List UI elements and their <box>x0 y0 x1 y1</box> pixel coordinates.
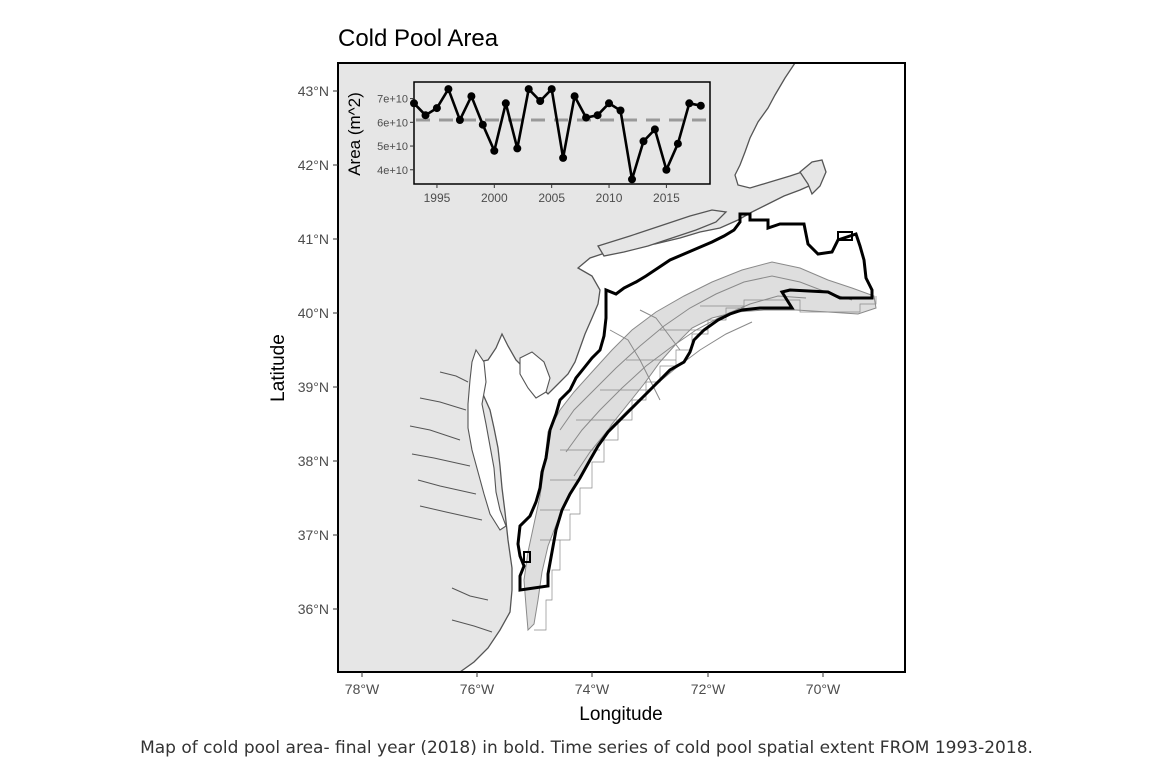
inset-x-tick-label: 2010 <box>596 191 623 205</box>
cold-pool-2018-hole-2 <box>837 231 853 241</box>
long-island <box>597 209 728 257</box>
grid-cells <box>534 296 877 631</box>
inset-x-tick-label: 1995 <box>424 191 451 205</box>
inset-data-point <box>662 165 671 174</box>
inset-x-tick-label: 2005 <box>538 191 565 205</box>
cold-pool-2018-outline <box>516 212 874 592</box>
lon-tick-label: 74°W <box>575 681 610 697</box>
inset-background <box>413 81 711 185</box>
inset-data-point <box>605 99 613 108</box>
longitude-ticks: 78°W 76°W 74°W 72°W 70°W <box>345 672 841 697</box>
map-panel: 4e+10 5e+10 6e+10 7e+10 1995 2000 2005 2010 201… <box>337 62 906 673</box>
lat-tick-label: 41°N <box>298 231 329 247</box>
inset-y-tick-label: 5e+10 <box>377 141 408 153</box>
inset-data-point <box>696 101 705 110</box>
inset-y-tick-label: 7e+10 <box>377 94 408 106</box>
map-frame <box>337 62 906 673</box>
lon-tick-label: 70°W <box>806 681 841 697</box>
historical-extents <box>523 261 877 632</box>
inset-y-label: Area (m^2) <box>345 92 364 176</box>
inset-points <box>410 85 705 184</box>
inset-data-point <box>501 99 510 108</box>
inset-data-point <box>628 175 636 184</box>
lat-tick-label: 36°N <box>298 601 329 617</box>
lat-tick-label: 40°N <box>298 305 329 321</box>
lat-tick-label: 37°N <box>298 527 329 543</box>
inset-data-point <box>547 85 556 94</box>
cold-pool-2018-hole <box>523 551 531 563</box>
inset-y-tick-label: 4e+10 <box>377 165 408 177</box>
lat-tick-label: 42°N <box>298 157 329 173</box>
inset-x-tick-label: 2015 <box>653 191 680 205</box>
chesapeake-bay <box>467 348 507 531</box>
latitude-ticks: 43°N 42°N 41°N 40°N 39°N 38°N 37°N 36°N <box>298 83 338 617</box>
rivers <box>409 371 493 633</box>
inset-data-point <box>524 85 533 94</box>
delaware-bay <box>519 351 551 399</box>
figure-caption: Map of cold pool area- final year (2018)… <box>140 738 1033 758</box>
inset-data-point <box>513 144 522 153</box>
inset-x-tick-label: 2000 <box>481 191 508 205</box>
inset-data-point <box>410 99 418 108</box>
inset-data-point <box>616 106 625 115</box>
inset-x-ticks: 1995 2000 2005 2010 2015 <box>424 184 680 205</box>
inset-data-point <box>455 116 464 124</box>
lon-tick-label: 72°W <box>691 681 726 697</box>
inset-y-tick-label: 6e+10 <box>377 117 408 129</box>
lon-tick-label: 78°W <box>345 681 380 697</box>
inset-data-point <box>593 111 602 120</box>
inset-data-point <box>536 97 545 105</box>
inset-data-point <box>685 99 694 108</box>
lat-tick-label: 39°N <box>298 379 329 395</box>
inset-data-point <box>432 104 441 113</box>
map-axes: 43°N 42°N 41°N 40°N 39°N 38°N 37°N 36°N 78°W 76°… <box>268 83 841 725</box>
cape-cod <box>799 159 827 196</box>
y-axis-label: Latitude <box>268 334 289 402</box>
inset-data-point <box>559 153 568 162</box>
inset-data-point <box>444 85 453 94</box>
inset-data-point <box>421 111 430 120</box>
inset-data-point <box>467 92 476 101</box>
inset-data-point <box>490 146 499 155</box>
lat-tick-label: 43°N <box>298 83 329 99</box>
x-axis-label: Longitude <box>579 704 662 725</box>
inset-panel: 4e+10 5e+10 6e+10 7e+10 1995 2000 2005 2010 201… <box>345 81 711 205</box>
plot-title: Cold Pool Area <box>338 25 499 52</box>
inset-data-point <box>478 120 487 129</box>
inset-data-point <box>673 139 682 148</box>
inset-data-point <box>570 92 579 101</box>
lat-tick-label: 38°N <box>298 453 329 469</box>
inset-data-point <box>650 125 659 134</box>
inset-data-point <box>639 137 648 146</box>
inset-y-ticks: 4e+10 5e+10 6e+10 7e+10 <box>377 94 414 177</box>
inset-data-point <box>582 113 591 122</box>
lon-tick-label: 76°W <box>460 681 495 697</box>
